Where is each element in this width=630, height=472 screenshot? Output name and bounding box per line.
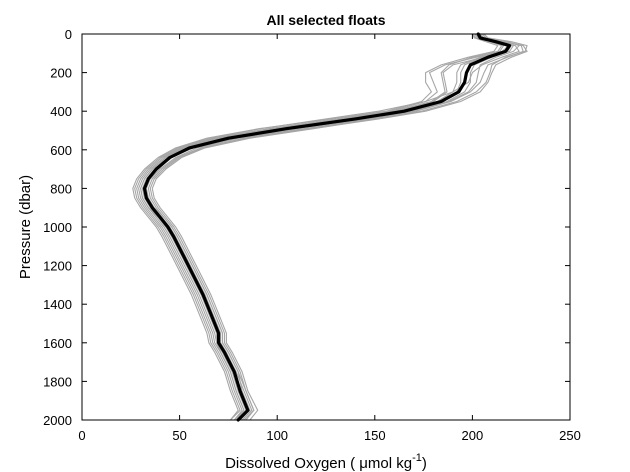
y-tick-label: 1600 — [43, 336, 72, 351]
float-profile-line-9 — [147, 33, 524, 421]
float-profile-line-6 — [141, 33, 509, 421]
y-axis-label: Pressure (dbar) — [17, 175, 34, 279]
y-tick-label: 800 — [50, 181, 72, 196]
float-profile-line-4 — [136, 33, 505, 421]
y-axis-ticks: 0 200 400 600 800 1000 1200 1400 1600 1800 2000 — [43, 27, 570, 428]
x-tick-label: 200 — [462, 428, 484, 443]
y-tick-label: 1400 — [43, 297, 72, 312]
x-axis-label-text: Dissolved Oxygen ( μmol kg — [225, 455, 412, 472]
x-tick-label: 0 — [78, 428, 85, 443]
mean-profile — [142, 32, 512, 422]
x-tick-label: 250 — [559, 428, 581, 443]
x-tick-label: 50 — [172, 428, 186, 443]
y-tick-label: 2000 — [43, 413, 72, 428]
float-profile-line-3 — [149, 33, 528, 421]
y-tick-label: 1000 — [43, 220, 72, 235]
float-profile-line-5 — [141, 33, 520, 421]
x-axis-label-close: ) — [422, 455, 427, 472]
float-profile-line-12 — [132, 33, 499, 421]
plot-frame — [81, 33, 571, 421]
y-tick-label: 1200 — [43, 259, 72, 274]
x-axis-label-superscript: -1 — [412, 452, 422, 464]
x-tick-label: 100 — [266, 428, 288, 443]
y-tick-label: 1800 — [43, 374, 72, 389]
x-axis-ticks: 0 50 100 150 200 250 — [78, 34, 581, 443]
float-profile-line-1 — [134, 33, 520, 421]
y-tick-label: 200 — [50, 66, 72, 81]
x-axis-label: Dissolved Oxygen ( μmol kg-1) — [225, 452, 427, 472]
float-profile-line-8 — [138, 33, 503, 421]
float-profile-line-10 — [140, 33, 511, 421]
y-tick-label: 400 — [50, 104, 72, 119]
y-tick-label: 0 — [65, 27, 72, 42]
y-tick-label: 600 — [50, 143, 72, 158]
chart-title: All selected floats — [266, 12, 385, 28]
x-tick-label: 150 — [364, 428, 386, 443]
mean-profile-line — [142, 32, 512, 422]
float-profile-line-11 — [151, 33, 528, 421]
float-profiles — [132, 33, 528, 421]
